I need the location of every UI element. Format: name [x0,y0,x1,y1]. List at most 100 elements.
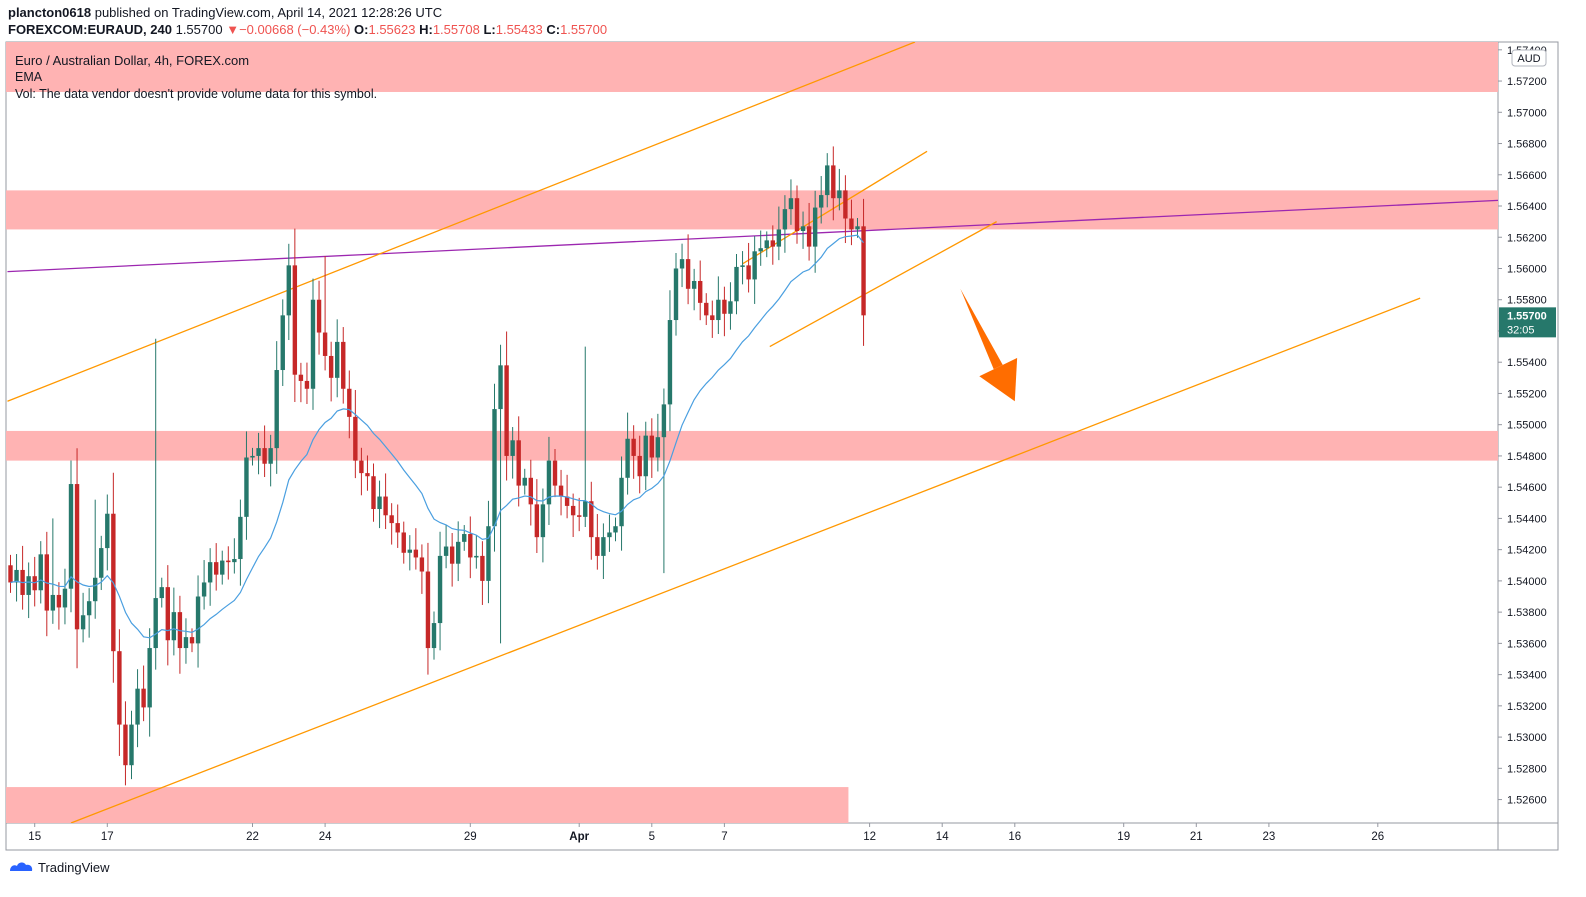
candle[interactable] [716,276,721,335]
candle[interactable] [456,521,461,582]
candle[interactable] [74,448,80,669]
candle[interactable] [256,432,261,475]
candle[interactable] [14,554,19,602]
candle[interactable] [147,628,152,737]
candle[interactable] [201,560,207,610]
candle[interactable] [474,535,479,569]
candle[interactable] [498,344,503,644]
candle[interactable] [673,252,679,336]
candle[interactable] [861,198,866,346]
candle[interactable] [371,463,376,522]
candle[interactable] [171,587,177,656]
candle[interactable] [468,516,473,579]
candle[interactable] [486,500,491,604]
candle[interactable] [528,459,533,526]
candle[interactable] [685,234,691,305]
candle[interactable] [425,542,431,675]
candle[interactable] [232,538,237,574]
candle[interactable] [195,575,201,668]
ema-line[interactable] [10,234,864,639]
candle[interactable] [661,388,667,574]
candle[interactable] [347,370,352,439]
candle[interactable] [335,319,340,398]
candle[interactable] [93,499,98,619]
candle[interactable] [516,416,521,507]
candle[interactable] [377,480,382,529]
candle[interactable] [577,497,582,532]
candle[interactable] [153,338,158,670]
candle[interactable] [728,282,733,330]
candle[interactable] [183,618,189,664]
candle[interactable] [837,168,842,211]
candle[interactable] [710,300,715,338]
candle[interactable] [383,473,388,530]
candle[interactable] [698,260,703,321]
candle[interactable] [770,225,775,265]
candle[interactable] [812,190,818,273]
candle[interactable] [389,503,394,545]
small-channel-lower-line[interactable] [769,221,997,348]
candle[interactable] [849,199,854,246]
candle[interactable] [819,176,824,224]
candle[interactable] [298,362,304,403]
legend-ema[interactable]: EMA [15,70,43,84]
candle[interactable] [353,390,358,479]
footer-brand[interactable]: TradingView [8,859,110,875]
support-resistance-zone[interactable] [6,787,849,823]
candle[interactable] [625,412,630,495]
candle[interactable] [105,494,110,571]
candle[interactable] [135,669,140,748]
candle[interactable] [655,413,661,472]
candle[interactable] [407,535,412,571]
candle[interactable] [268,434,273,487]
candle[interactable] [220,550,225,585]
candle[interactable] [758,230,763,266]
candle[interactable] [99,535,104,591]
candle[interactable] [704,293,709,326]
candle[interactable] [462,525,467,551]
bearish-arrow[interactable] [960,288,1018,402]
candle[interactable] [607,514,612,552]
candle[interactable] [855,218,860,238]
candle[interactable] [831,146,836,221]
legend-volume[interactable]: Vol: The data vendor doesn't provide vol… [15,87,378,101]
legend-title[interactable]: Euro / Australian Dollar, 4h, FOREX.com [15,53,250,68]
support-resistance-zone[interactable] [6,190,1498,230]
candle[interactable] [437,531,443,651]
candle[interactable] [322,255,328,371]
candle[interactable] [631,425,636,479]
candle[interactable] [44,531,49,637]
candle[interactable] [111,472,116,683]
candle[interactable] [782,195,788,253]
candle[interactable] [825,153,830,208]
candle[interactable] [589,481,594,560]
candle[interactable] [80,592,86,643]
candle[interactable] [667,290,673,432]
candle[interactable] [328,341,334,402]
candle[interactable] [238,499,243,586]
candle[interactable] [722,286,727,337]
candle[interactable] [316,280,322,355]
candle[interactable] [480,541,485,605]
candle[interactable] [341,327,346,404]
candle[interactable] [443,524,449,569]
support-resistance-zone[interactable] [6,42,1498,92]
candle[interactable] [679,243,685,288]
candle[interactable] [764,231,769,258]
candle[interactable] [619,456,624,551]
candle[interactable] [244,431,249,540]
candle[interactable] [123,701,128,786]
candle[interactable] [310,278,316,410]
candle[interactable] [38,541,43,604]
candle[interactable] [788,179,794,225]
candle[interactable] [794,185,800,244]
candle[interactable] [26,562,31,619]
candle[interactable] [510,427,515,479]
support-resistance-zone[interactable] [6,430,1498,461]
candle[interactable] [159,577,164,608]
candle[interactable] [806,202,812,261]
candle[interactable] [62,568,68,625]
candle[interactable] [117,629,122,756]
candle[interactable] [734,253,739,315]
currency-badge[interactable]: AUD [1511,49,1547,67]
